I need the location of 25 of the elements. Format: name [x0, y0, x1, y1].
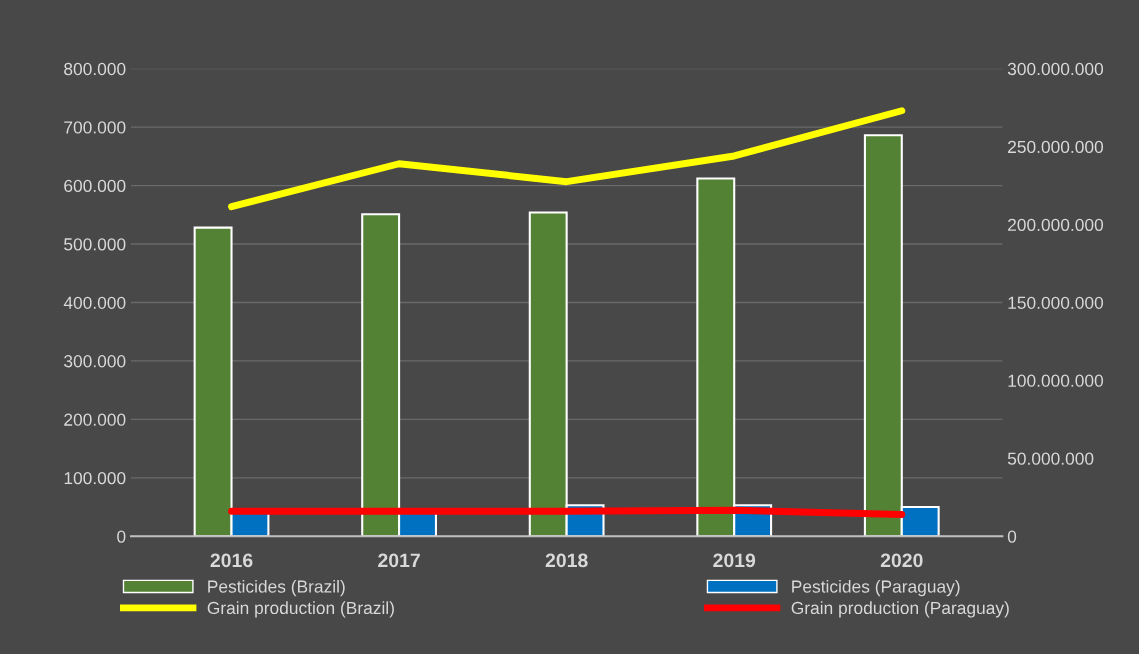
- y-tick-label: 600.000: [64, 179, 126, 193]
- legend-label: Pesticides (Brazil): [208, 579, 345, 597]
- y-tick-label: 300.000: [64, 355, 126, 368]
- legend-label: Grain production (Brazil): [207, 601, 394, 618]
- x-tick-label: 2016: [210, 553, 253, 568]
- y-tick-label: 700.000: [64, 121, 126, 134]
- y-tick-label: 200.000: [64, 413, 126, 426]
- x-tick-label: 2019: [713, 553, 756, 568]
- y2-tick-label: 0: [1007, 530, 1017, 543]
- y2-tick-label: 150.000.000: [1008, 296, 1104, 309]
- y2-tick-label: 250.000.000: [1008, 140, 1104, 154]
- legend-label: Pesticides (Paraguay): [792, 579, 960, 597]
- x-tick-label: 2020: [880, 553, 923, 568]
- y2-tick-label: 50.000.000: [1007, 452, 1094, 465]
- y2-tick-label: 100.000.000: [1008, 374, 1104, 387]
- y-tick-label: 0: [117, 530, 126, 543]
- y2-tick-label: 300.000.000: [1007, 62, 1104, 76]
- y-tick-label: 500.000: [64, 238, 126, 251]
- x-tick-label: 2018: [545, 553, 588, 568]
- y-tick-label: 800.000: [64, 62, 126, 76]
- y-tick-label: 100.000: [64, 472, 126, 485]
- y-tick-label: 400.000: [63, 296, 126, 309]
- x-tick-label: 2017: [378, 553, 420, 568]
- y2-tick-label: 200.000.000: [1008, 218, 1104, 231]
- legend-label: Grain production (Paraguay): [791, 601, 1009, 618]
